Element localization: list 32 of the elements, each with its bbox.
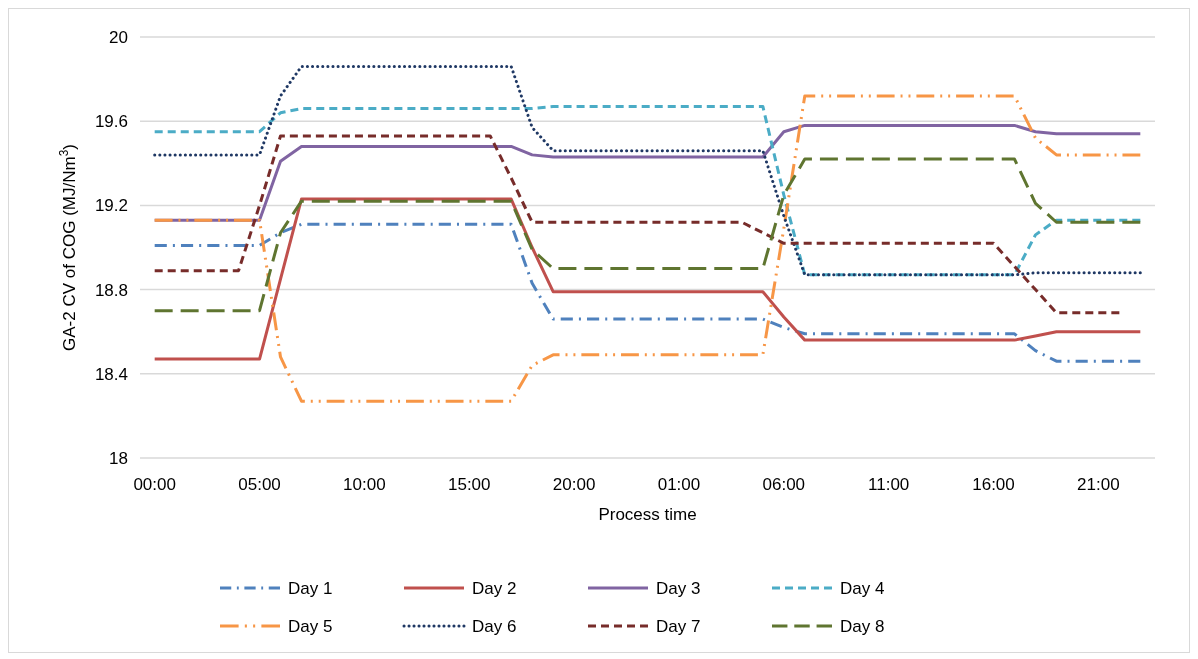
line-series [153, 64, 1142, 277]
x-tick-label: 01:00 [657, 475, 701, 494]
line-series [153, 157, 1142, 313]
x-tick-label: 20:00 [552, 475, 596, 494]
line-series [153, 94, 1142, 403]
x-tick-label: 11:00 [868, 475, 910, 494]
y-tick-label: 19.6 [94, 112, 128, 132]
legend-label: Day 8 [840, 616, 885, 636]
line-series [153, 104, 1142, 277]
y-tick-label: 18.4 [94, 364, 128, 384]
x-tick-label: 10:00 [343, 475, 386, 494]
x-tick-label: 15:00 [447, 475, 491, 494]
legend-label: Day 5 [288, 616, 333, 636]
y-tick-label: 18 [109, 448, 128, 468]
line-series [153, 222, 1142, 363]
legend-label: Day 7 [656, 616, 701, 636]
legend-label: Day 2 [472, 578, 517, 598]
x-axis-title: Process time [598, 505, 697, 524]
legend-label: Day 4 [840, 578, 885, 598]
line-series [153, 197, 1142, 361]
y-tick-label: 20 [109, 27, 128, 47]
y-tick-label: 19.2 [94, 196, 128, 216]
legend-label: Day 1 [288, 578, 333, 598]
x-tick-label: 05:00 [238, 475, 281, 494]
line-series [153, 134, 1121, 315]
x-tick-label: 00:00 [133, 475, 176, 494]
x-tick-label: 16:00 [972, 475, 1015, 494]
x-tick-label: 21:00 [1077, 475, 1120, 494]
x-tick-label: 06:00 [762, 475, 806, 494]
y-tick-label: 18.8 [94, 280, 128, 300]
legend-label: Day 6 [472, 616, 517, 636]
legend-label: Day 3 [656, 578, 701, 598]
